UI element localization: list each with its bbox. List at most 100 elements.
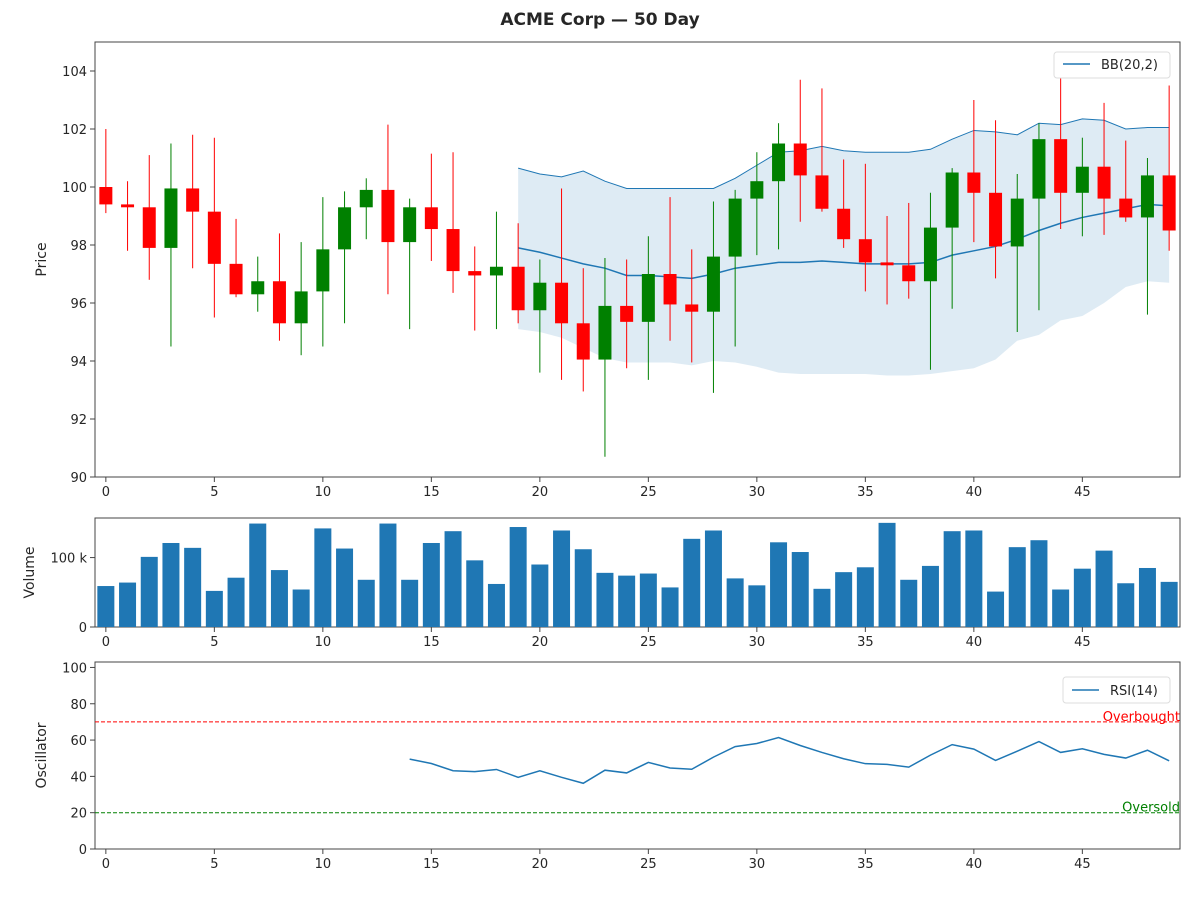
candle-body [468,271,482,276]
x-tick-label: 35 [857,857,874,872]
volume-bar [987,591,1005,627]
volume-bar [683,538,701,627]
y-tick-label: 98 [70,239,87,254]
legend-box [1062,676,1171,704]
volume-bar [1095,550,1113,627]
y-axis-label: Price [34,242,50,276]
volume-bar [1030,540,1048,627]
y-axis-label: Oscillator [34,722,50,788]
volume-bar [205,590,223,627]
y-tick-label: 40 [70,770,87,785]
x-tick-label: 15 [423,485,440,500]
y-tick-label: 96 [70,297,87,312]
x-tick-label: 40 [966,635,983,650]
volume-bar [965,530,983,627]
x-tick-label: 10 [315,485,332,500]
legend-rsi: RSI(14) [1062,676,1171,704]
x-tick-label: 25 [640,485,657,500]
hline-label-oversold: Oversold [1122,801,1180,816]
volume-bar [1138,567,1156,627]
x-tick-label: 15 [423,857,440,872]
y-tick-label: 92 [70,413,87,428]
x-tick-label: 45 [1074,485,1091,500]
candle-body [858,239,872,263]
candle-body [663,274,677,305]
x-tick-label: 20 [532,857,549,872]
price-panel: 0 5 10 15 20 25 30 35 40 45 90 92 94 96 98 100 102 104 Pri… [34,41,1181,500]
volume-bar [813,588,831,627]
y-tick-label: 60 [70,734,87,749]
volume-bar [336,548,354,627]
volume-bar [184,547,202,627]
candle-body [706,256,720,312]
candle-body [381,189,395,243]
volume-bar [270,570,288,627]
candle-body [186,188,200,212]
x-tick-label: 40 [966,857,983,872]
y-tick-label: 0 [79,843,87,858]
y-tick-label: 100 [62,181,87,196]
candle-body [359,189,373,208]
hline-label-overbought: Overbought [1103,710,1180,725]
volume-bar [357,579,375,627]
volume-bar [748,585,766,627]
candle-body [316,249,330,292]
volume-bar [596,572,614,627]
y-tick-label: 104 [62,65,87,80]
volume-bar [466,560,484,627]
candle-body [880,262,894,266]
volume-bar [314,528,332,627]
x-tick-label: 35 [857,485,874,500]
x-tick-label: 15 [423,635,440,650]
y-tick-label: 102 [62,123,87,138]
x-tick-label: 0 [102,857,110,872]
y-tick-label: 20 [70,807,87,822]
volume-bar [422,542,440,627]
volume-bar [162,542,180,627]
volume-bar [661,587,679,627]
legend-label: RSI(14) [1110,684,1158,699]
y-axis-label: Volume [22,546,38,598]
volume-bar [97,586,115,627]
candle-body [511,266,525,311]
candle-body [403,207,417,243]
x-tick-label: 25 [640,635,657,650]
volume-bar [1008,547,1026,627]
plot-frame [94,41,1181,478]
candle-body [620,305,634,322]
x-tick-label: 0 [102,485,110,500]
candle-body [1010,198,1024,247]
volume-bar [726,578,744,627]
candle-body [598,305,612,360]
candle-body [1054,139,1068,193]
volume-bar [531,564,549,627]
volume-bar [379,523,397,627]
volume-bar [249,523,267,627]
candle-body [229,263,243,295]
candle-body [989,192,1003,247]
candle-body [555,282,569,324]
x-tick-label: 20 [532,485,549,500]
x-tick-label: 35 [857,635,874,650]
legend-box [1053,51,1171,79]
candle-body [1032,139,1046,199]
candle-body [772,143,786,182]
candle-body [121,204,135,208]
x-tick-label: 5 [210,857,218,872]
candle-body [251,281,265,295]
x-tick-label: 40 [966,485,983,500]
volume-panel: 0 5 10 15 20 25 30 35 40 45 0 100 k Volume [22,517,1181,650]
volume-bar [509,527,527,627]
candle-body [489,266,503,276]
volume-bar [921,565,939,627]
candle-body [967,172,981,193]
volume-bar [1073,568,1091,627]
candle-body [272,281,286,324]
candle-body [902,265,916,282]
volume-bar [401,579,419,627]
volume-bar [618,575,636,627]
x-tick-label: 45 [1074,857,1091,872]
x-tick-label: 0 [102,635,110,650]
volume-bar [227,577,245,627]
candle-body [338,207,352,250]
